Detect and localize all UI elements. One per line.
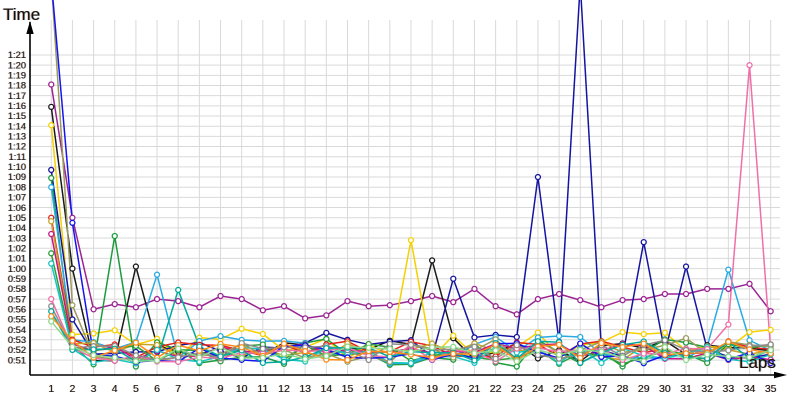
svg-text:0:59: 0:59 [8, 274, 26, 284]
svg-text:1:05: 1:05 [8, 213, 26, 223]
svg-text:35: 35 [765, 383, 777, 395]
svg-text:1:14: 1:14 [8, 121, 26, 131]
svg-text:21: 21 [469, 383, 481, 395]
svg-text:14: 14 [320, 383, 332, 395]
svg-text:9: 9 [218, 383, 224, 395]
svg-text:27: 27 [596, 383, 608, 395]
svg-text:1:16: 1:16 [8, 101, 26, 111]
svg-text:17: 17 [384, 383, 396, 395]
svg-text:1:08: 1:08 [8, 182, 26, 192]
svg-text:1:02: 1:02 [8, 243, 26, 253]
svg-text:23: 23 [511, 383, 523, 395]
svg-text:34: 34 [744, 383, 756, 395]
svg-text:11: 11 [257, 383, 268, 395]
svg-text:1:09: 1:09 [8, 172, 26, 182]
svg-text:1:13: 1:13 [8, 132, 26, 142]
svg-text:19: 19 [426, 383, 438, 395]
svg-text:1:10: 1:10 [8, 162, 26, 172]
svg-text:1:18: 1:18 [8, 81, 26, 91]
svg-text:12: 12 [278, 383, 290, 395]
svg-text:0:58: 0:58 [8, 284, 26, 294]
svg-text:16: 16 [363, 383, 375, 395]
svg-text:22: 22 [490, 383, 502, 395]
svg-text:0:53: 0:53 [8, 335, 26, 345]
svg-text:0:55: 0:55 [8, 315, 26, 325]
svg-text:1:00: 1:00 [8, 264, 26, 274]
svg-text:6: 6 [154, 383, 160, 395]
svg-text:0:56: 0:56 [8, 304, 26, 314]
svg-text:0:51: 0:51 [8, 355, 26, 365]
svg-text:15: 15 [342, 383, 354, 395]
svg-text:1:19: 1:19 [8, 71, 26, 81]
svg-text:0:57: 0:57 [8, 294, 26, 304]
svg-text:Laps: Laps [739, 353, 776, 372]
svg-text:1:07: 1:07 [8, 193, 26, 203]
svg-text:3: 3 [91, 383, 97, 395]
svg-text:1:17: 1:17 [8, 91, 26, 101]
svg-text:1:11: 1:11 [9, 152, 26, 162]
svg-text:20: 20 [447, 383, 459, 395]
svg-text:0:52: 0:52 [8, 345, 26, 355]
svg-text:1:15: 1:15 [8, 111, 26, 121]
svg-text:1: 1 [48, 383, 54, 395]
svg-text:1:04: 1:04 [8, 223, 26, 233]
svg-text:4: 4 [112, 383, 118, 395]
svg-text:0:54: 0:54 [8, 325, 26, 335]
svg-text:28: 28 [617, 383, 629, 395]
svg-text:1:03: 1:03 [8, 233, 26, 243]
svg-text:13: 13 [299, 383, 311, 395]
svg-text:5: 5 [133, 383, 139, 395]
svg-text:29: 29 [638, 383, 650, 395]
svg-text:30: 30 [659, 383, 671, 395]
svg-text:Time: Time [3, 5, 40, 24]
svg-text:24: 24 [532, 383, 544, 395]
svg-text:10: 10 [236, 383, 248, 395]
svg-text:1:01: 1:01 [8, 254, 26, 264]
svg-text:31: 31 [680, 383, 692, 395]
svg-text:32: 32 [701, 383, 713, 395]
svg-text:1:21: 1:21 [8, 50, 26, 60]
svg-text:1:06: 1:06 [8, 203, 26, 213]
svg-text:18: 18 [405, 383, 417, 395]
svg-text:1:12: 1:12 [8, 142, 26, 152]
svg-text:26: 26 [574, 383, 586, 395]
svg-text:25: 25 [553, 383, 565, 395]
svg-text:2: 2 [69, 383, 75, 395]
svg-text:8: 8 [196, 383, 202, 395]
svg-text:7: 7 [175, 383, 181, 395]
svg-text:1:20: 1:20 [8, 60, 26, 70]
svg-text:33: 33 [723, 383, 735, 395]
